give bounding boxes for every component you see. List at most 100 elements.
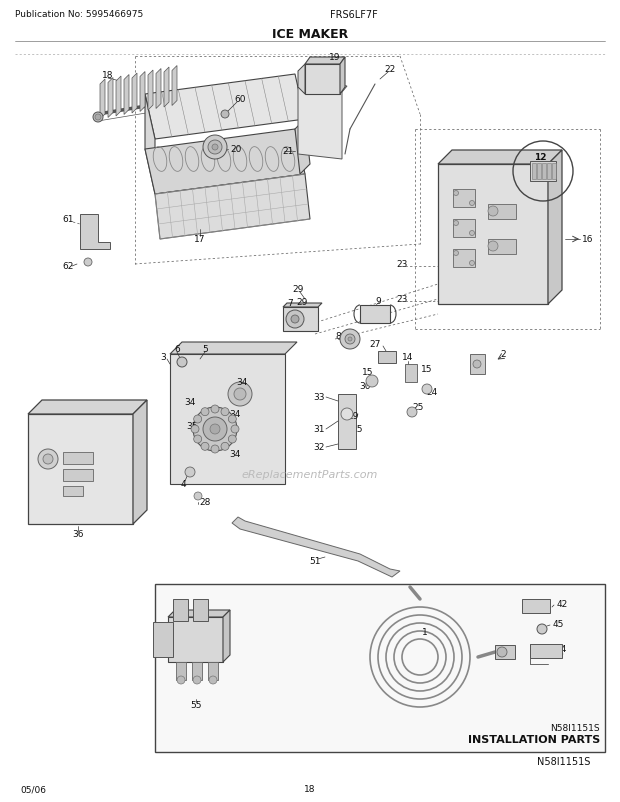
Bar bbox=[168, 618, 223, 662]
Circle shape bbox=[453, 221, 459, 226]
Bar bbox=[495, 645, 515, 659]
Bar bbox=[547, 164, 551, 180]
Text: ICE MAKER: ICE MAKER bbox=[272, 28, 348, 41]
Text: 31: 31 bbox=[314, 425, 325, 434]
Circle shape bbox=[340, 330, 360, 350]
Circle shape bbox=[228, 435, 236, 444]
Bar bbox=[488, 240, 516, 255]
Polygon shape bbox=[168, 610, 230, 618]
Text: 33: 33 bbox=[314, 393, 325, 402]
Bar bbox=[283, 308, 318, 331]
Bar bbox=[542, 164, 546, 180]
Circle shape bbox=[211, 406, 219, 414]
Text: 9: 9 bbox=[375, 297, 381, 306]
Text: 30: 30 bbox=[359, 382, 371, 391]
Text: 15: 15 bbox=[352, 425, 364, 434]
Circle shape bbox=[191, 426, 199, 433]
Circle shape bbox=[194, 492, 202, 500]
Circle shape bbox=[453, 251, 459, 256]
Bar bbox=[552, 164, 556, 180]
Text: 32: 32 bbox=[314, 443, 325, 452]
Bar bbox=[208, 662, 218, 680]
Text: Publication No: 5995466975: Publication No: 5995466975 bbox=[15, 10, 143, 19]
Text: 05/06: 05/06 bbox=[20, 784, 46, 793]
Circle shape bbox=[177, 676, 185, 684]
Circle shape bbox=[469, 201, 474, 206]
Text: 60: 60 bbox=[234, 95, 246, 104]
Bar bbox=[153, 622, 173, 657]
Text: FRS6LF7F: FRS6LF7F bbox=[330, 10, 378, 20]
Text: 17: 17 bbox=[194, 235, 206, 244]
Text: 23: 23 bbox=[396, 260, 408, 269]
Circle shape bbox=[469, 231, 474, 237]
Polygon shape bbox=[28, 400, 147, 415]
Bar bbox=[522, 599, 550, 614]
Text: 6: 6 bbox=[174, 345, 180, 354]
Circle shape bbox=[211, 445, 219, 453]
Circle shape bbox=[43, 455, 53, 464]
Text: INSTALLATION PARTS: INSTALLATION PARTS bbox=[467, 734, 600, 744]
Polygon shape bbox=[145, 75, 305, 140]
Circle shape bbox=[422, 384, 432, 395]
Bar bbox=[173, 599, 188, 622]
Bar bbox=[176, 662, 186, 680]
Circle shape bbox=[231, 426, 239, 433]
Circle shape bbox=[201, 443, 209, 451]
Text: 2: 2 bbox=[500, 350, 506, 359]
Text: 18: 18 bbox=[304, 784, 316, 793]
Bar bbox=[305, 65, 340, 95]
Polygon shape bbox=[155, 175, 310, 240]
Bar bbox=[63, 469, 93, 481]
Bar bbox=[155, 585, 605, 752]
Text: 34: 34 bbox=[229, 410, 241, 419]
Polygon shape bbox=[132, 74, 137, 114]
Bar bbox=[530, 162, 556, 182]
Circle shape bbox=[193, 435, 202, 444]
Bar bbox=[192, 662, 202, 680]
Text: 62: 62 bbox=[63, 262, 74, 271]
Circle shape bbox=[228, 383, 252, 407]
Bar bbox=[405, 365, 417, 383]
Polygon shape bbox=[283, 304, 322, 308]
Circle shape bbox=[345, 334, 355, 345]
Text: 23: 23 bbox=[396, 295, 408, 304]
Circle shape bbox=[453, 191, 459, 196]
Circle shape bbox=[407, 407, 417, 418]
Bar bbox=[488, 205, 516, 220]
Circle shape bbox=[193, 676, 201, 684]
Text: 42: 42 bbox=[557, 600, 569, 609]
Polygon shape bbox=[116, 77, 121, 117]
Text: 15: 15 bbox=[421, 365, 433, 374]
Circle shape bbox=[473, 361, 481, 369]
Circle shape bbox=[234, 388, 246, 400]
Circle shape bbox=[366, 375, 378, 387]
Polygon shape bbox=[548, 151, 562, 305]
Text: N58I1151S: N58I1151S bbox=[537, 756, 590, 766]
Circle shape bbox=[38, 449, 58, 469]
Circle shape bbox=[488, 207, 498, 217]
Text: 19: 19 bbox=[329, 52, 341, 62]
Bar bbox=[28, 415, 133, 525]
Polygon shape bbox=[100, 80, 105, 119]
Text: 61: 61 bbox=[62, 215, 74, 225]
Circle shape bbox=[95, 115, 101, 121]
Text: N58I1151S: N58I1151S bbox=[551, 723, 600, 732]
Circle shape bbox=[221, 408, 229, 416]
Polygon shape bbox=[156, 70, 161, 109]
Circle shape bbox=[203, 136, 227, 160]
Polygon shape bbox=[140, 72, 145, 112]
Text: 28: 28 bbox=[199, 498, 211, 507]
Bar bbox=[453, 220, 475, 237]
Circle shape bbox=[84, 259, 92, 267]
Circle shape bbox=[177, 358, 187, 367]
Bar bbox=[453, 249, 475, 268]
Circle shape bbox=[537, 624, 547, 634]
Text: 34: 34 bbox=[229, 450, 241, 459]
Text: 16: 16 bbox=[582, 235, 593, 244]
Circle shape bbox=[209, 676, 217, 684]
Text: 18: 18 bbox=[102, 71, 113, 79]
Circle shape bbox=[210, 424, 220, 435]
Circle shape bbox=[208, 141, 222, 155]
Bar bbox=[537, 164, 541, 180]
Bar bbox=[438, 164, 548, 305]
